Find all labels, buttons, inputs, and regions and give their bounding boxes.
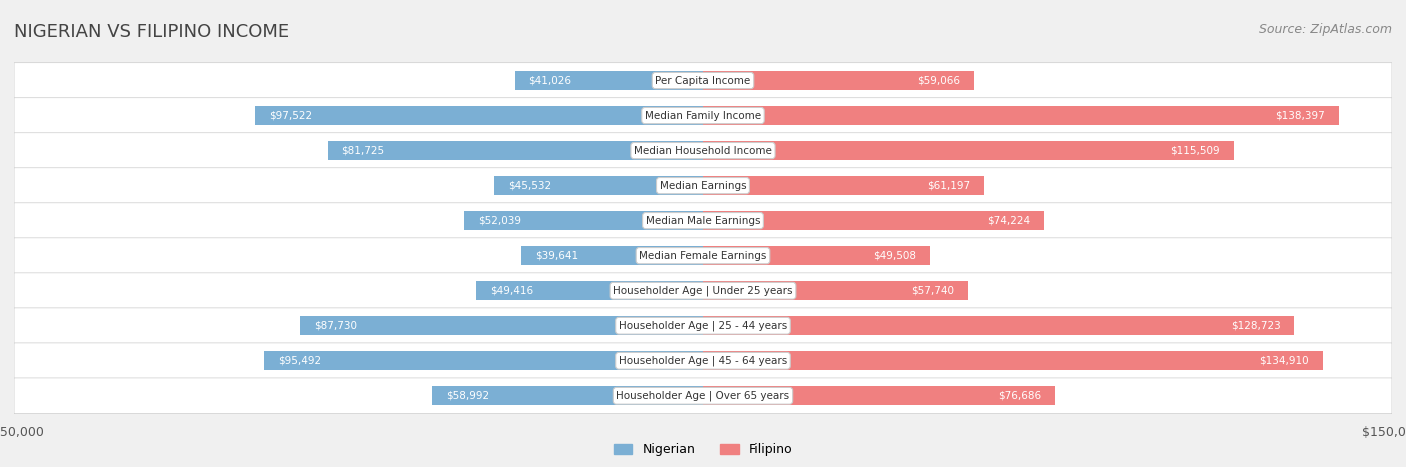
Text: Source: ZipAtlas.com: Source: ZipAtlas.com [1258, 23, 1392, 36]
Text: Householder Age | 45 - 64 years: Householder Age | 45 - 64 years [619, 355, 787, 366]
Bar [328, 141, 703, 160]
FancyBboxPatch shape [14, 308, 1392, 344]
Bar [494, 176, 703, 195]
Text: Per Capita Income: Per Capita Income [655, 76, 751, 85]
Text: $45,532: $45,532 [508, 181, 551, 191]
Bar [515, 71, 703, 90]
Text: $74,224: $74,224 [987, 216, 1031, 226]
Bar [464, 211, 703, 230]
Text: Median Earnings: Median Earnings [659, 181, 747, 191]
Bar [477, 281, 703, 300]
Legend: Nigerian, Filipino: Nigerian, Filipino [609, 439, 797, 461]
Text: $49,416: $49,416 [489, 286, 533, 296]
Text: Median Family Income: Median Family Income [645, 111, 761, 120]
Bar [703, 316, 1294, 335]
Text: Householder Age | 25 - 44 years: Householder Age | 25 - 44 years [619, 320, 787, 331]
Bar [254, 106, 703, 125]
Text: Median Female Earnings: Median Female Earnings [640, 251, 766, 261]
Text: $39,641: $39,641 [534, 251, 578, 261]
Bar [703, 176, 984, 195]
Bar [299, 316, 703, 335]
Text: $95,492: $95,492 [278, 356, 322, 366]
FancyBboxPatch shape [14, 63, 1392, 99]
Bar [703, 281, 969, 300]
Text: $57,740: $57,740 [911, 286, 955, 296]
Bar [703, 386, 1056, 405]
Bar [703, 141, 1233, 160]
Bar [703, 106, 1339, 125]
Bar [264, 351, 703, 370]
FancyBboxPatch shape [14, 203, 1392, 239]
FancyBboxPatch shape [14, 238, 1392, 274]
FancyBboxPatch shape [14, 343, 1392, 379]
Text: $138,397: $138,397 [1275, 111, 1324, 120]
Text: Householder Age | Under 25 years: Householder Age | Under 25 years [613, 285, 793, 296]
FancyBboxPatch shape [14, 133, 1392, 169]
Text: $134,910: $134,910 [1260, 356, 1309, 366]
FancyBboxPatch shape [14, 98, 1392, 134]
Bar [522, 246, 703, 265]
Text: $58,992: $58,992 [446, 391, 489, 401]
Bar [703, 71, 974, 90]
Text: NIGERIAN VS FILIPINO INCOME: NIGERIAN VS FILIPINO INCOME [14, 23, 290, 42]
Text: $128,723: $128,723 [1230, 321, 1281, 331]
Text: $41,026: $41,026 [529, 76, 571, 85]
Text: $61,197: $61,197 [927, 181, 970, 191]
Text: Householder Age | Over 65 years: Householder Age | Over 65 years [616, 390, 790, 401]
Bar [703, 246, 931, 265]
Text: Median Male Earnings: Median Male Earnings [645, 216, 761, 226]
Text: $81,725: $81,725 [342, 146, 385, 156]
Text: $115,509: $115,509 [1170, 146, 1220, 156]
Text: Median Household Income: Median Household Income [634, 146, 772, 156]
FancyBboxPatch shape [14, 273, 1392, 309]
Text: $52,039: $52,039 [478, 216, 520, 226]
Bar [432, 386, 703, 405]
Text: $59,066: $59,066 [918, 76, 960, 85]
FancyBboxPatch shape [14, 168, 1392, 204]
Bar [703, 211, 1043, 230]
Text: $97,522: $97,522 [269, 111, 312, 120]
Text: $76,686: $76,686 [998, 391, 1042, 401]
FancyBboxPatch shape [14, 378, 1392, 414]
Text: $49,508: $49,508 [873, 251, 917, 261]
Text: $87,730: $87,730 [314, 321, 357, 331]
Bar [703, 351, 1323, 370]
